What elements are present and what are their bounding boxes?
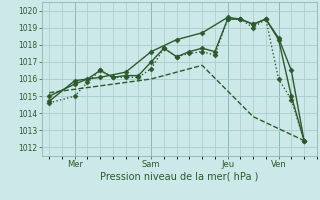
- X-axis label: Pression niveau de la mer( hPa ): Pression niveau de la mer( hPa ): [100, 172, 258, 182]
